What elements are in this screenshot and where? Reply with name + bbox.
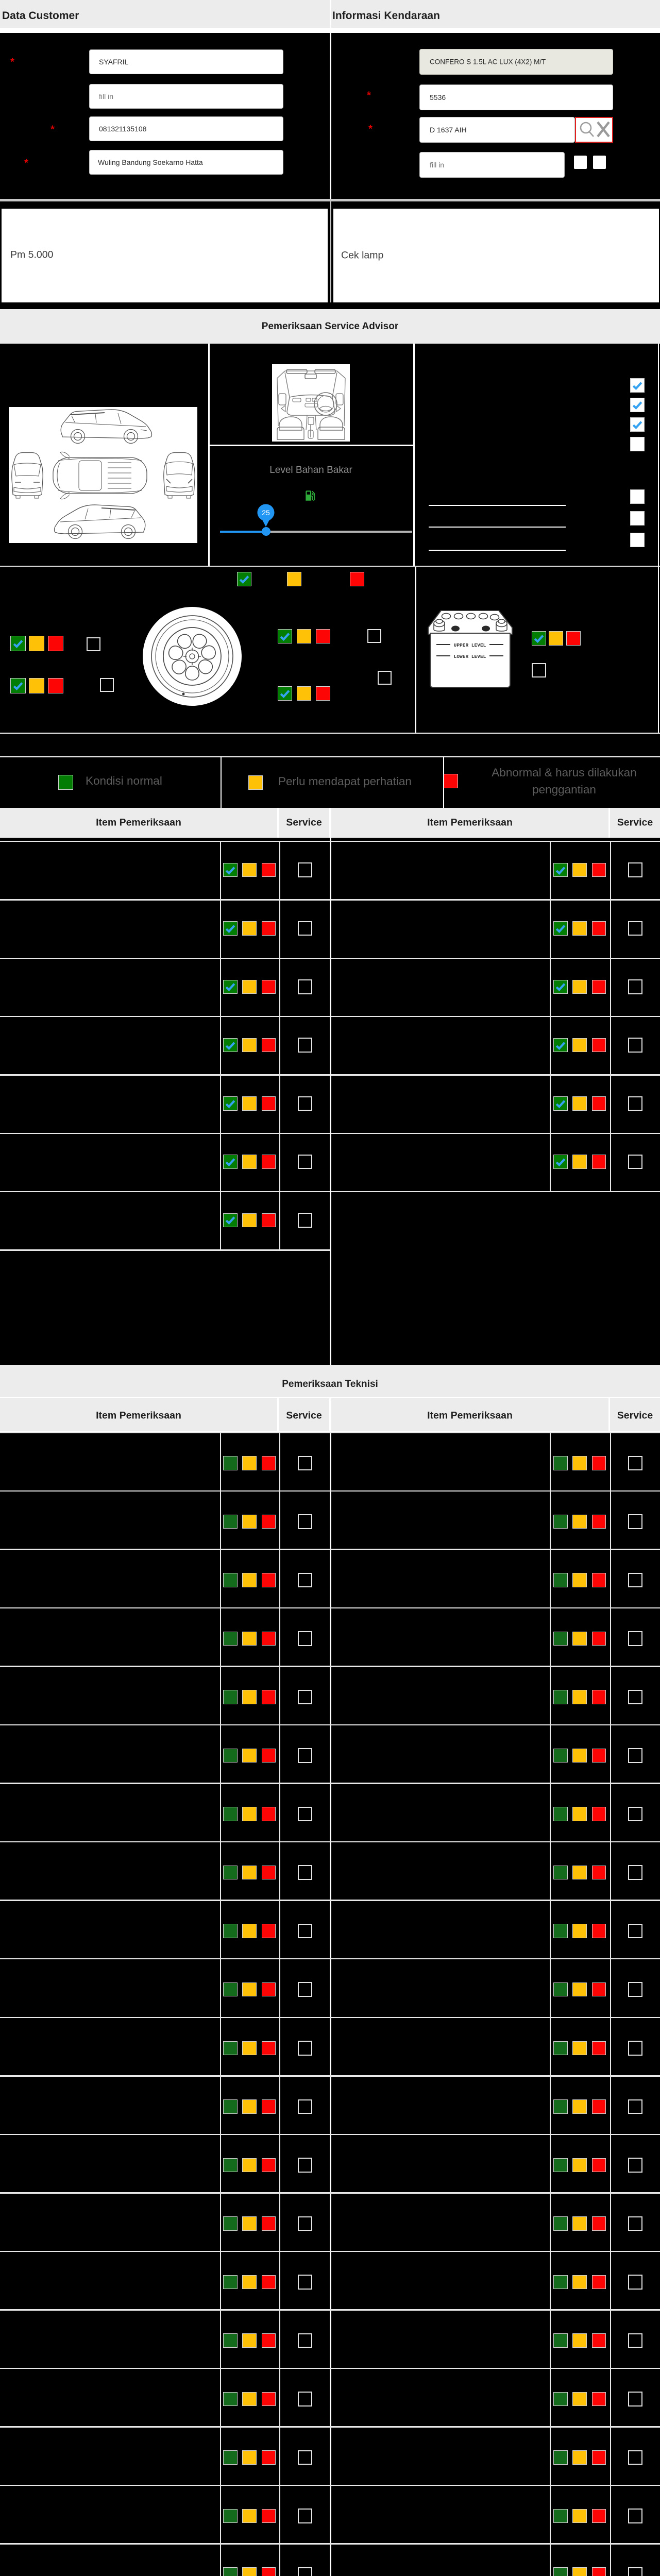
svg-text:LOWER LEVEL: LOWER LEVEL (454, 654, 486, 659)
svg-text:25: 25 (262, 509, 270, 517)
svg-text:UPPER LEVEL: UPPER LEVEL (454, 642, 486, 648)
